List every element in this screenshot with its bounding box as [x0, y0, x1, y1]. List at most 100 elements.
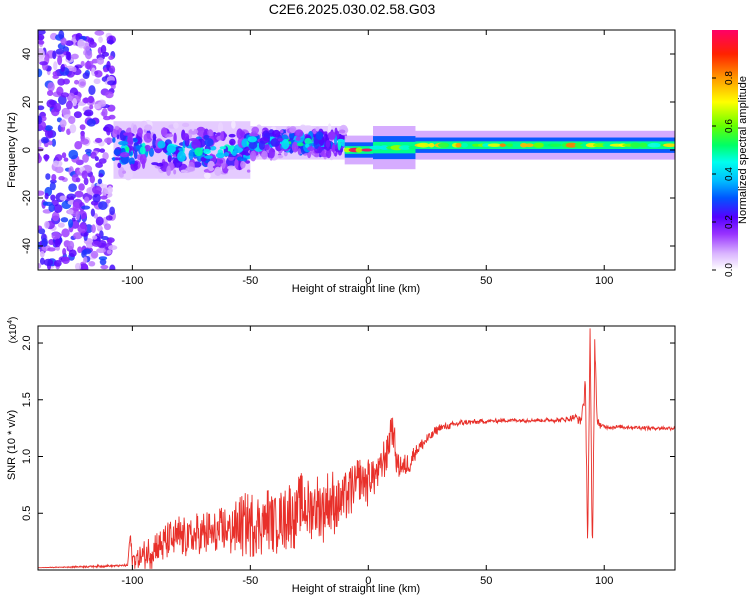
colorbar-label: Normalized spectral amplitude [737, 76, 749, 224]
spectrogram-noise-cell [78, 183, 85, 191]
snr-x-tick-label: -100 [121, 575, 143, 587]
spectrogram-noise-cell [98, 256, 108, 261]
snr-panel: -100 -50 0 50 100 0.5 1.0 1.5 2.0 Height of str… [6, 317, 676, 595]
spectrogram-blob [173, 122, 179, 129]
spectrogram-heat [38, 30, 675, 270]
spectrogram-noise-cell [61, 256, 70, 265]
spectrogram-noise-cell [38, 30, 46, 35]
spectrogram-blob [114, 125, 120, 130]
spectrogram-noise-cell [90, 250, 99, 259]
snr-x-tick-label: 100 [595, 575, 613, 587]
snr-y-tick-label: 0.5 [21, 506, 33, 521]
spectrogram-noise-cell [108, 55, 114, 61]
spectrogram-noise-cell [39, 250, 45, 258]
spectrogram-noise-cell [89, 175, 96, 184]
spectrogram-noise-cell [101, 107, 108, 118]
spectrogram-blob [236, 128, 244, 140]
spectrogram-blob [123, 132, 130, 136]
spectrogram-noise-cell [88, 41, 97, 48]
spectrogram-noise-cell [53, 61, 58, 71]
spectrogram-noise-cell [109, 264, 116, 270]
spectrogram-x-tick-label: 50 [480, 275, 492, 287]
spectrogram-noise-cell [74, 190, 84, 198]
spectrogram-blob [129, 151, 133, 156]
spectrogram-noise-cell [71, 53, 79, 60]
spectrogram-noise-cell [38, 262, 42, 269]
spectrogram-y-tick-label: 20 [21, 96, 33, 108]
spectrogram-blob [217, 122, 224, 133]
spectrogram-line-peak [524, 143, 535, 148]
spectrogram-noise-cell [49, 179, 57, 184]
spectrogram-blob [144, 144, 151, 152]
spectrogram-noise-cell [71, 66, 77, 73]
spectrogram-noise-cell [94, 70, 99, 75]
snr-y-tick-label: 1.5 [21, 392, 33, 407]
spectrogram-blob [325, 139, 331, 149]
spectrogram-line-peak [379, 145, 389, 150]
spectrogram-noise-cell [38, 154, 42, 164]
spectrogram-noise-cell [51, 173, 57, 181]
snr-frame [37, 325, 676, 571]
snr-y-tick-label: 1.0 [21, 449, 33, 464]
spectrogram-noise-cell [91, 58, 99, 64]
spectrogram-noise-cell [53, 204, 63, 213]
spectrogram-line-peak [472, 143, 481, 147]
spectrogram-blob [258, 140, 266, 151]
spectrogram-line-peak [361, 148, 373, 152]
spectrogram-line-peak [455, 142, 462, 148]
spectrogram-blob [227, 165, 236, 170]
spectrogram-noise-cell [108, 245, 118, 251]
spectrogram-line-peak [417, 142, 430, 148]
spectrogram-blob [144, 124, 153, 131]
spectrogram-y-tick-label: -20 [21, 190, 33, 206]
spectrogram-noise-cell [109, 206, 116, 216]
spectrogram-noise-cell [38, 147, 44, 152]
spectrogram-line-peak [543, 143, 550, 147]
spectrogram-blob [143, 132, 153, 143]
spectrogram-blob [203, 172, 211, 179]
spectrogram-blob [133, 142, 139, 146]
spectrogram-line-peak [647, 142, 662, 148]
spectrogram-noise-cell [38, 225, 43, 231]
spectrogram-x-tick-label: 100 [595, 275, 613, 287]
spectrogram-blob [139, 146, 146, 155]
spectrogram-line-peak [461, 142, 468, 148]
spectrogram-noise-cell [60, 64, 66, 72]
spectrogram-noise-cell [77, 246, 83, 254]
spectrogram-noise-cell [83, 111, 92, 116]
spectrogram-noise-cell [82, 72, 90, 79]
spectrogram-noise-cell [38, 34, 45, 41]
spectrogram-blob [261, 150, 268, 160]
spectrogram-noise-cell [39, 61, 48, 66]
spectrogram-noise-cell [38, 105, 45, 111]
spectrogram-noise-cell [97, 178, 103, 185]
spectrogram-noise-cell [105, 215, 113, 221]
spectrogram-blob [128, 157, 135, 166]
spectrogram-y-axis: -40 -20 0 20 40 [21, 48, 675, 254]
spectrogram-blob [271, 129, 281, 138]
snr-x-tick-label: 50 [480, 575, 492, 587]
spectrogram-x-tick-label: -100 [121, 275, 143, 287]
spectrogram-blob [112, 157, 116, 162]
spectrogram-blob [314, 153, 320, 158]
spectrogram-noise-cell [51, 211, 60, 222]
spectrogram-x-tick-label: -50 [242, 275, 258, 287]
colorbar-tick-label: 0.8 [724, 71, 735, 85]
spectrogram-blob [132, 124, 138, 134]
spectrogram-blob [331, 143, 336, 153]
spectrogram-blob [207, 160, 215, 172]
spectrogram-noise-cell [68, 149, 79, 160]
spectrogram-noise-cell [98, 36, 103, 44]
spectrogram-blob [245, 160, 251, 164]
colorbar-tick-label: 0.0 [724, 263, 735, 277]
spectrogram-noise-cell [58, 30, 65, 40]
spectrogram-noise-cell [88, 85, 96, 96]
spectrogram-noise-cell [68, 219, 74, 228]
spectrogram-blob [130, 163, 134, 169]
spectrogram-blob [327, 123, 332, 134]
spectrogram-blob [166, 165, 171, 177]
spectrogram-noise-cell [55, 48, 64, 55]
spectrogram-noise-cell [68, 116, 76, 125]
spectrogram-noise-cell [44, 192, 49, 200]
spectrogram-noise-cell [79, 124, 86, 130]
